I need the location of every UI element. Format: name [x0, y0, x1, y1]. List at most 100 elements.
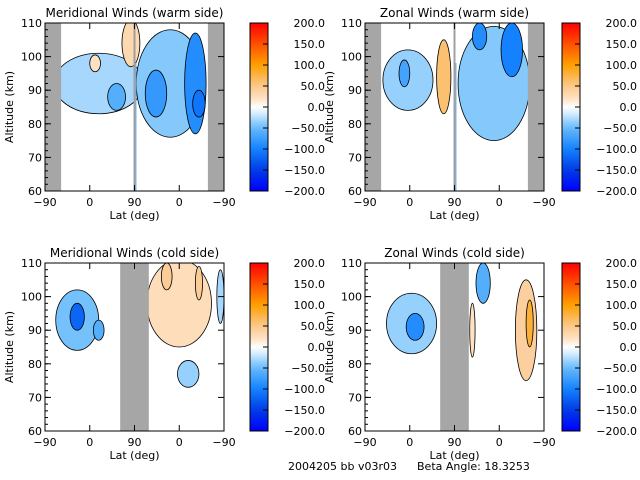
colorbar-tick-label: 50.0	[301, 320, 326, 333]
x-tick-label: 0	[176, 196, 183, 209]
x-tick-label: 90	[448, 196, 462, 209]
colorbar-tick-label: −150.0	[596, 164, 637, 177]
y-tick-label: 90	[28, 84, 42, 97]
colorbar-tick-label: −200.0	[596, 425, 637, 438]
colorbar-tick-label: 50.0	[613, 320, 638, 333]
masked-region	[440, 263, 469, 431]
contour-region	[405, 312, 425, 341]
x-tick-label: 0	[176, 436, 183, 449]
masked-region	[120, 263, 149, 431]
x-tick-label: −90	[212, 436, 235, 449]
colorbar-tick-label: −100.0	[284, 383, 325, 396]
x-axis-label: Lat (deg)	[110, 209, 160, 222]
y-tick-label: 80	[28, 358, 42, 371]
colorbar-tick-label: 0.0	[308, 101, 326, 114]
plot-title: Meridional Winds (warm side)	[46, 6, 224, 20]
colorbar-tick-label: −200.0	[284, 185, 325, 198]
x-tick-label: 0	[86, 196, 93, 209]
colorbar-tick-label: −100.0	[596, 383, 637, 396]
colorbar-tick-label: 150.0	[606, 278, 638, 291]
x-tick-label: 0	[406, 436, 413, 449]
x-tick-label: 0	[496, 196, 503, 209]
contour-region	[144, 69, 168, 118]
contour-region	[121, 23, 141, 68]
colorbar-tick-label: 100.0	[294, 299, 326, 312]
masked-region	[365, 23, 382, 191]
y-axis-label: Altitude (km)	[323, 311, 336, 383]
colorbar-tick-label: 200.0	[606, 17, 638, 30]
colorbar-tick-label: 150.0	[606, 38, 638, 51]
y-tick-label: 90	[348, 84, 362, 97]
x-tick-label: −90	[532, 436, 555, 449]
colorbar-tick-label: 200.0	[294, 17, 326, 30]
contour-region	[469, 302, 476, 358]
colorbar-tick-label: −150.0	[284, 164, 325, 177]
y-tick-label: 60	[348, 185, 362, 198]
contour-field	[365, 23, 544, 191]
contour-region	[525, 299, 534, 348]
colorbar-tick-label: 150.0	[294, 38, 326, 51]
colorbar-tick-label: 100.0	[606, 59, 638, 72]
y-tick-label: 100	[21, 291, 42, 304]
x-tick-label: 90	[128, 436, 142, 449]
contour-region	[398, 59, 411, 88]
y-tick-label: 100	[21, 51, 42, 64]
footer: 2004205 bb v03r03 Beta Angle: 18.3253	[288, 460, 530, 473]
colorbar-tick-label: 0.0	[620, 101, 638, 114]
colorbar-tick-label: 150.0	[294, 278, 326, 291]
contour-field	[45, 23, 224, 191]
x-tick-label: −90	[353, 436, 376, 449]
y-tick-label: 110	[341, 257, 362, 270]
colorbar-tick-label: 200.0	[606, 257, 638, 270]
colorbar-tick-label: −100.0	[284, 143, 325, 156]
masked-region	[527, 23, 544, 191]
x-tick-label: −90	[33, 436, 56, 449]
colorbar-tick-label: −50.0	[603, 362, 637, 375]
contour-field	[386, 263, 538, 431]
y-tick-label: 70	[348, 151, 362, 164]
contour-region	[184, 32, 207, 135]
y-tick-label: 100	[341, 51, 362, 64]
y-tick-label: 60	[28, 185, 42, 198]
plot-title: Meridional Winds (cold side)	[50, 246, 219, 260]
y-axis-label: Altitude (km)	[3, 311, 16, 383]
x-tick-label: 90	[128, 196, 142, 209]
colorbar-tick-label: −50.0	[291, 122, 325, 135]
y-tick-label: 70	[348, 391, 362, 404]
y-tick-label: 70	[28, 151, 42, 164]
contour-region	[500, 23, 523, 78]
x-tick-label: 0	[406, 196, 413, 209]
masked-region	[45, 23, 62, 191]
colorbar-tick-label: −50.0	[291, 362, 325, 375]
colorbar-tick-label: 200.0	[294, 257, 326, 270]
y-tick-label: 80	[348, 358, 362, 371]
x-tick-label: 0	[86, 436, 93, 449]
contour-region	[194, 265, 203, 301]
colorbar-tick-label: 100.0	[294, 59, 326, 72]
x-tick-label: 0	[496, 436, 503, 449]
footer-beta-angle: Beta Angle: 18.3253	[417, 460, 530, 473]
contour-field	[55, 263, 224, 431]
contour-region	[107, 83, 126, 111]
y-tick-label: 110	[21, 17, 42, 30]
x-axis-label: Lat (deg)	[430, 209, 480, 222]
panel-1: Meridional Winds (warm side) 60 70 80 90 100 1…	[3, 6, 325, 222]
contour-region	[92, 319, 105, 341]
y-axis-label: Altitude (km)	[323, 71, 336, 143]
colorbar-tick-label: −100.0	[596, 143, 637, 156]
x-tick-label: −90	[353, 196, 376, 209]
y-tick-label: 60	[28, 425, 42, 438]
footer-id-text: 2004205 bb v03r03	[288, 460, 397, 473]
x-axis-label: Lat (deg)	[110, 449, 160, 462]
x-tick-label: 90	[448, 436, 462, 449]
x-tick-label: −90	[532, 196, 555, 209]
y-tick-label: 80	[28, 118, 42, 131]
contour-region	[89, 54, 101, 73]
y-tick-label: 100	[341, 291, 362, 304]
panel-4: Zonal Winds (cold side) 60 70 80 90 100 110 −90…	[323, 246, 637, 462]
colorbar-tick-label: −50.0	[603, 122, 637, 135]
colorbar-tick-label: 0.0	[620, 341, 638, 354]
contour-region	[192, 89, 206, 118]
masked-region	[207, 23, 224, 191]
